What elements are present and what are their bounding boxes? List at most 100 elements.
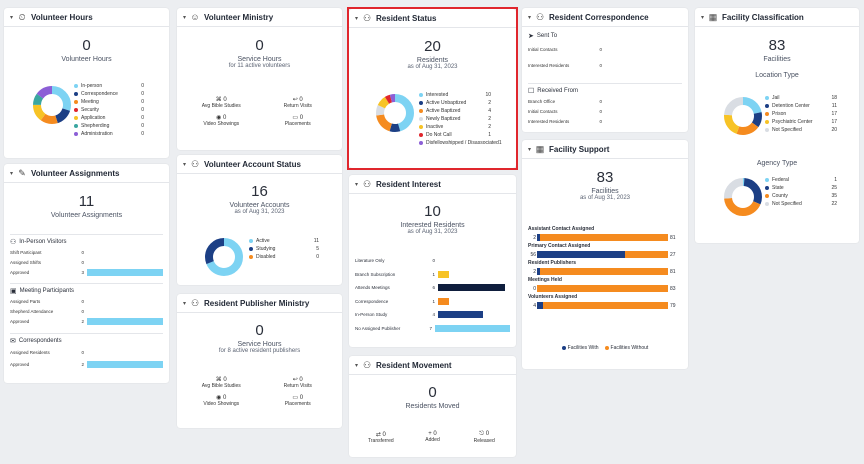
- legend-item: In-person 0: [74, 82, 144, 90]
- collapse-chevron-icon[interactable]: ▾: [10, 170, 14, 177]
- collapse-chevron-icon[interactable]: ▾: [701, 14, 705, 21]
- facilities-without-value: 27: [670, 251, 676, 258]
- group-icon: ⚇: [190, 297, 200, 308]
- legend-swatch: [765, 120, 769, 124]
- legend-item: State 25: [765, 184, 837, 192]
- meeting-section: ▣ Meeting Participants Assigned Parts 0 Sh…: [10, 283, 163, 326]
- collapse-chevron-icon[interactable]: ▾: [355, 181, 359, 188]
- legend-label: Active Unbaptized: [426, 100, 467, 106]
- approved-bar: [87, 268, 163, 276]
- legend-item: Administration 0: [74, 130, 144, 138]
- legend-swatch: [249, 255, 253, 259]
- collapse-chevron-icon[interactable]: ▾: [528, 14, 532, 21]
- support-row: 4 79: [528, 301, 682, 310]
- legend-value: 1: [834, 177, 837, 183]
- hours-label: Volunteer Hours: [61, 56, 112, 63]
- legend-item: Meeting 0: [74, 98, 144, 106]
- volunteer-hours-card: ▾ ⏲ Volunteer Hours 0 Volunteer Hours In…: [4, 8, 169, 158]
- facilities-with-value: 2: [533, 234, 536, 241]
- bar-with-segment: [537, 234, 541, 241]
- agency-type-legend: Federal 1 State 25 County 35 Not Specified 22: [765, 176, 837, 208]
- card-header[interactable]: ▾ ⚇ Resident Movement: [349, 356, 516, 375]
- list-item: Approved 3: [10, 267, 163, 277]
- legend-label: Federal: [772, 177, 789, 183]
- stat-transferred: ⇄ 0 Transferred: [368, 432, 394, 444]
- video-icon: ◉: [216, 395, 222, 401]
- collapse-chevron-icon[interactable]: ▾: [183, 161, 187, 168]
- facilities-with-value: 56: [530, 251, 536, 258]
- correspondents-section: ✉ Correspondents Assigned Residents 0 Appr…: [10, 333, 163, 369]
- mail-icon: ✉: [10, 338, 16, 345]
- card-header[interactable]: ▾ ⚇ Resident Correspondence: [522, 8, 688, 27]
- collapse-chevron-icon[interactable]: ▾: [355, 362, 359, 369]
- bar-with-segment: [537, 268, 541, 275]
- legend-label: Meeting: [81, 99, 99, 105]
- card-title: Volunteer Ministry: [204, 12, 274, 22]
- legend-swatch: [74, 124, 78, 128]
- bar-without-segment: [625, 251, 668, 258]
- residents-sub: as of Aug 31, 2023: [407, 64, 458, 70]
- legend-label: Newly Baptized: [426, 116, 461, 122]
- resident-status-donut: [376, 94, 414, 132]
- interest-value: 4: [432, 312, 435, 318]
- card-header[interactable]: ▾ ⚇ Resident Interest: [349, 175, 516, 194]
- stat-released: ⎋ 0 Released: [473, 431, 495, 444]
- legend-item: Interested 10: [419, 91, 491, 99]
- list-item: Approved 2: [10, 316, 163, 326]
- stat-bible-studies: ⌘ 0 Avg Bible Studies: [201, 377, 241, 389]
- legend-item: Not Specified 22: [765, 200, 837, 208]
- card-header[interactable]: ▾ ⚇ Resident Publisher Ministry: [177, 294, 342, 313]
- card-header[interactable]: ▾ ⚇ Resident Status: [349, 9, 516, 28]
- legend-item: County 35: [765, 192, 837, 200]
- legend-swatch: [74, 84, 78, 88]
- legend-value: 11: [831, 103, 837, 109]
- card-header[interactable]: ▾ ▦ Facility Classification: [695, 8, 859, 27]
- card-header[interactable]: ▾ ⏲ Volunteer Hours: [4, 8, 169, 27]
- interest-row: Branch Subscription 1: [355, 268, 510, 282]
- card-title: Resident Correspondence: [549, 12, 649, 22]
- volunteer-account-status-card: ▾ ⚇ Volunteer Account Status 16 Voluntee…: [177, 155, 342, 285]
- return-icon: ↩: [292, 377, 298, 383]
- card-header[interactable]: ▾ ⚇ Volunteer Account Status: [177, 155, 342, 174]
- collapse-chevron-icon[interactable]: ▾: [183, 300, 187, 307]
- collapse-chevron-icon[interactable]: ▾: [528, 146, 532, 153]
- bar-with-segment: [537, 302, 544, 309]
- legend-label: Not Specified: [772, 127, 802, 133]
- residents-value: 20: [424, 38, 441, 55]
- stat-added: + 0 Added: [425, 431, 440, 443]
- card-header[interactable]: ▾ ☺ Volunteer Ministry: [177, 8, 342, 27]
- interest-bar: [438, 297, 450, 305]
- collapse-chevron-icon[interactable]: ▾: [355, 15, 359, 22]
- legend-item: Application 0: [74, 114, 144, 122]
- card-title: Resident Movement: [376, 360, 452, 370]
- legend-item: Disfellowshipped / Disassociated 1: [419, 139, 502, 147]
- legend-swatch: [765, 194, 769, 198]
- legend-label: Prison: [772, 111, 787, 117]
- legend-label: County: [772, 193, 788, 199]
- card-header[interactable]: ▾ ▦ Facility Support: [522, 140, 688, 159]
- donut-slice: [33, 86, 71, 124]
- donut-slice: [724, 178, 762, 216]
- legend-label: Studying: [256, 246, 276, 252]
- interested-sub: as of Aug 31, 2023: [407, 229, 458, 235]
- legend-value: 0: [141, 115, 144, 121]
- moved-value: 0: [428, 384, 437, 401]
- legend-value: 11: [313, 238, 319, 244]
- interest-row: No Assigned Publisher 7: [355, 322, 510, 336]
- legend-value: 20: [831, 127, 837, 133]
- legend-value: 25: [831, 185, 837, 191]
- collapse-chevron-icon[interactable]: ▾: [10, 14, 14, 21]
- legend-value: 0: [316, 254, 319, 260]
- agency-type-title: Agency Type: [756, 160, 798, 167]
- legend-value: 0: [141, 131, 144, 137]
- location-type-legend: Jail 18 Detention Center 11 Prison 17 Psychiat…: [765, 94, 837, 134]
- legend-swatch: [765, 186, 769, 190]
- interest-bar: [438, 270, 450, 278]
- interest-label: Literature Only: [355, 258, 385, 264]
- legend-label: In-person: [81, 83, 103, 89]
- collapse-chevron-icon[interactable]: ▾: [183, 14, 187, 21]
- support-bar: [537, 251, 668, 258]
- list-item: Shepherd Attendance 0: [10, 308, 84, 314]
- bar-without-segment: [540, 268, 668, 275]
- card-header[interactable]: ▾ ✎ Volunteer Assignments: [4, 164, 169, 183]
